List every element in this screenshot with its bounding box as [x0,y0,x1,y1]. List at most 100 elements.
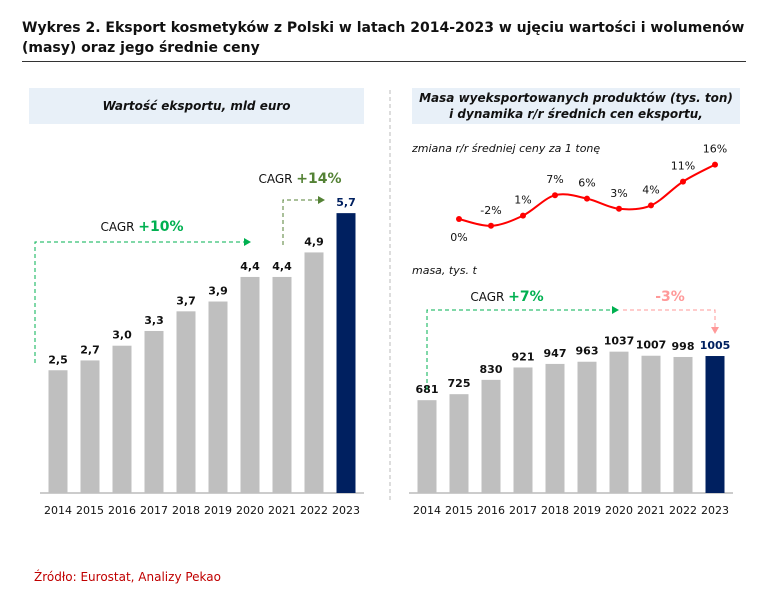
mass-data-label: 963 [576,345,599,358]
price-change-point-2019 [584,195,590,202]
value-x-tick: 2020 [236,504,264,517]
value-data-label: 3,9 [208,285,228,298]
right-panel-title: Masa wyeksportowanych produktów (tys. to… [412,88,740,124]
cagr-10-label: CAGR +10% [100,219,183,235]
value-data-label: 4,9 [304,235,324,248]
figure-title: Wykres 2. Eksport kosmetyków z Polski w … [22,20,745,56]
price-change-point-2015 [456,216,462,222]
mass-x-tick: 2021 [637,504,665,517]
cagr-10-arrowhead [244,238,251,246]
mass-data-label: 1007 [636,339,667,352]
mass-data-label: 947 [544,347,567,360]
mass-bar-2020 [609,351,629,493]
price-change-label: 4% [642,183,659,196]
cagr-7-label: CAGR +7% [470,289,543,305]
value-data-label: 5,7 [336,196,356,209]
value-data-label: 3,3 [144,314,164,327]
price-change-label: 3% [610,187,627,200]
price-change-point-2017 [520,212,526,219]
mass-bar-2021 [641,355,661,493]
value-x-tick: 2021 [268,504,296,517]
value-bar-2015 [80,360,100,493]
mass-data-label: 830 [480,363,503,376]
price-change-point-2016 [488,222,494,229]
change-3-label: -3% [655,289,685,305]
value-bar-2019 [208,301,228,493]
price-change-label: 6% [578,177,595,190]
price-change-label: -2% [480,204,501,217]
value-x-tick: 2016 [108,504,136,517]
mass-subtitle: masa, tys. t [412,264,477,277]
mass-data-label: 1005 [700,339,731,352]
price-change-label: 7% [546,173,563,186]
price-change-label: 1% [514,194,531,207]
cagr-7-arrowhead [612,306,619,314]
mass-x-tick: 2015 [445,504,473,517]
mass-x-tick: 2022 [669,504,697,517]
value-bar-2020 [240,276,260,493]
value-bar-2018 [176,311,196,493]
mass-data-label: 725 [448,377,471,390]
price-change-label: 11% [671,160,695,173]
cagr-14-label: CAGR +14% [258,171,341,187]
cagr-10-arrow [34,241,244,363]
value-data-label: 2,7 [80,343,100,356]
mass-bar-2023 [705,356,725,493]
right-panel-title-text: Masa wyeksportowanych produktów (tys. to… [419,91,733,121]
change-3-arrowhead [711,327,719,334]
mass-bar-2015 [449,394,469,493]
value-bar-2022 [304,252,324,493]
price-change-point-2023 [712,161,718,168]
value-bar-2017 [144,330,164,493]
price-change-point-2020 [616,205,622,212]
mass-x-tick: 2020 [605,504,633,517]
mass-bar-2016 [481,379,501,493]
mass-x-tick: 2017 [509,504,537,517]
value-x-tick: 2018 [172,504,200,517]
left-panel-title: Wartość eksportu, mld euro [29,88,364,124]
value-x-tick: 2023 [332,504,360,517]
title-rule [22,61,746,62]
mass-bar-2014 [417,400,437,493]
mass-bar-2022 [673,356,693,493]
price-change-point-2021 [648,202,654,209]
mass-x-tick: 2023 [701,504,729,517]
value-bar-2016 [112,345,132,493]
value-data-label: 2,5 [48,353,68,366]
mass-bar-2017 [513,367,533,493]
mass-x-tick: 2014 [413,504,441,517]
price-change-point-2018 [552,192,558,199]
value-x-tick: 2022 [300,504,328,517]
price-change-label: 16% [703,143,727,156]
value-bar-2021 [272,276,292,493]
left-panel-title-text: Wartość eksportu, mld euro [102,99,291,113]
cagr-7-arrow [426,309,612,390]
mass-data-label: 998 [672,340,695,353]
value-bar-2023 [336,213,356,493]
mass-data-label: 921 [512,350,535,363]
value-x-tick: 2014 [44,504,72,517]
mass-x-tick: 2018 [541,504,569,517]
price-change-label: 0% [450,231,467,244]
value-x-tick: 2019 [204,504,232,517]
cagr-14-arrowhead [318,196,325,204]
change-3-arrow [623,309,716,327]
cagr-14-arrow [282,199,318,245]
value-x-tick: 2015 [76,504,104,517]
mass-bar-2019 [577,361,597,493]
value-data-label: 4,4 [240,260,260,273]
price-change-point-2022 [680,178,686,185]
mass-data-label: 1037 [604,335,635,348]
mass-x-tick: 2019 [573,504,601,517]
value-data-label: 4,4 [272,260,292,273]
price-change-subtitle: zmiana r/r średniej ceny za 1 tonę [411,142,600,155]
mass-x-tick: 2016 [477,504,505,517]
value-data-label: 3,0 [112,329,132,342]
mass-bar-2018 [545,363,565,493]
source-note: Źródło: Eurostat, Analizy Pekao [34,570,221,584]
value-x-tick: 2017 [140,504,168,517]
value-data-label: 3,7 [176,294,196,307]
value-bar-2014 [48,370,68,493]
